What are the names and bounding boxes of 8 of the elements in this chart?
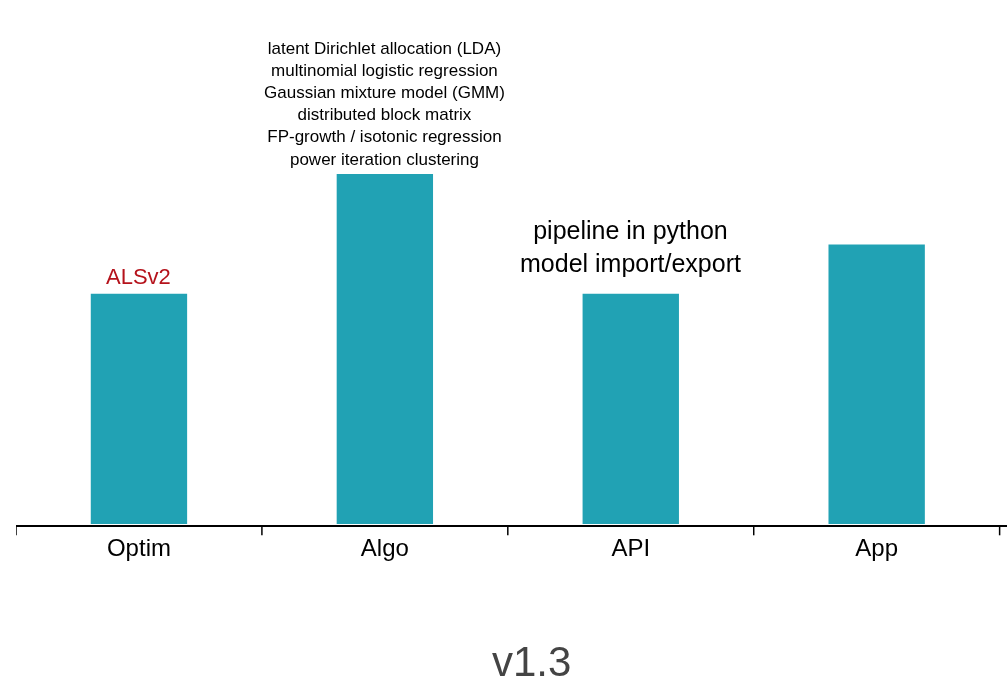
x-tick-label: Optim (106, 533, 171, 561)
annotation: pipeline in python model import/export (520, 216, 741, 277)
x-tick-label: App (855, 533, 899, 561)
annotation: latent Dirichlet allocation (LDA) multinomial logistic regression Gaussian mixture model (GMM) distributed block matrix FP-growth / isotonic regression power iteration clustering (264, 39, 505, 169)
x-tick-label: API (611, 533, 651, 561)
text: v1.3 (492, 638, 572, 685)
annotation: ALSv2 (106, 264, 171, 289)
x-tick-label: Algo (360, 533, 409, 561)
